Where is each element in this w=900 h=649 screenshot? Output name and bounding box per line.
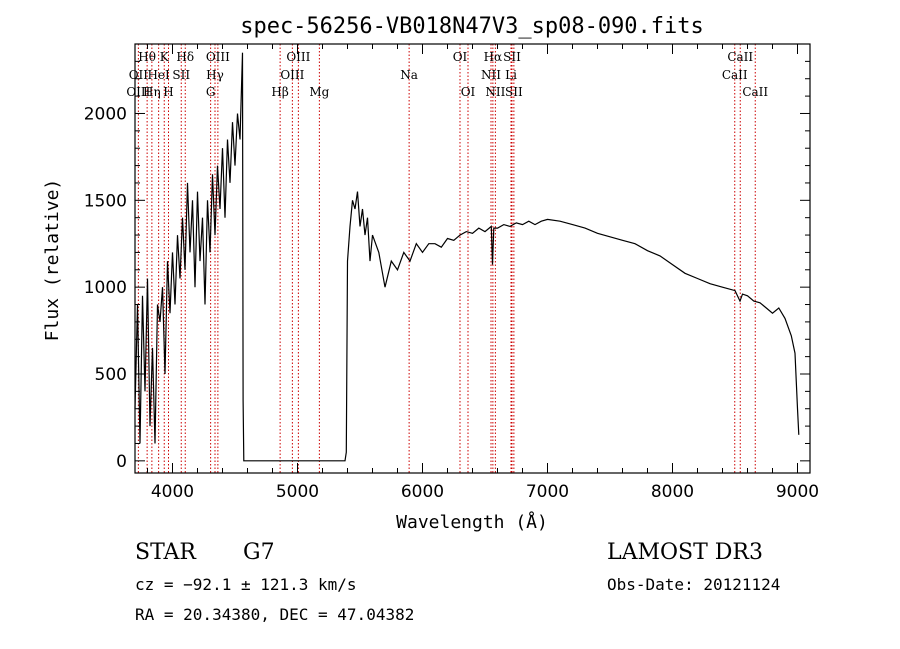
- emission-line-labels: Hθ OII OIII K HeI Hη SII H Hδ OIII Hγ G OIII OIII Hβ Mg…: [126, 50, 768, 99]
- x-tick-label: 8000: [651, 482, 694, 502]
- emission-line-label: Hα: [484, 50, 503, 64]
- y-tick-label: 0: [116, 452, 127, 472]
- emission-line-label: OIII: [286, 50, 310, 64]
- x-tick-label: 5000: [276, 482, 319, 502]
- emission-line-label: Li: [505, 68, 517, 82]
- emission-line-label: Na: [400, 68, 418, 82]
- x-tick-label: 9000: [776, 482, 819, 502]
- y-tick-label: 1000: [84, 278, 127, 298]
- y-tick-label: 2000: [84, 104, 127, 124]
- emission-line-label: SII: [505, 85, 523, 99]
- x-axis-ticks: 4000 5000 6000 7000 8000 9000: [147, 44, 819, 502]
- emission-line-label: Hδ: [176, 50, 194, 64]
- emission-line-label: Hβ: [271, 85, 288, 99]
- spectrum-series-line: [134, 52, 800, 462]
- emission-line-label: OIII: [206, 50, 230, 64]
- emission-line-label: SII: [172, 68, 190, 82]
- y-tick-label: 1500: [84, 191, 127, 211]
- redshift-text: cz = −92.1 ± 121.3 km/s: [135, 575, 357, 594]
- emission-line-label: OIII: [126, 85, 150, 99]
- emission-line-label: OI: [461, 85, 476, 99]
- emission-line-label: OIII: [280, 68, 304, 82]
- survey-name: LAMOST DR3: [607, 540, 763, 565]
- emission-line-label: NII: [485, 85, 505, 99]
- emission-line-label: CaII: [722, 68, 748, 82]
- plot-frame: [134, 43, 811, 474]
- emission-line-label: Hγ: [206, 68, 224, 82]
- y-tick-label: 500: [95, 365, 127, 385]
- emission-line-label: Hθ: [138, 50, 156, 64]
- x-tick-label: 7000: [526, 482, 569, 502]
- y-axis-ticks: 0 500 1000 1500 2000: [84, 43, 810, 472]
- object-subclass: G7: [243, 540, 275, 565]
- emission-line-label: K: [160, 50, 170, 64]
- emission-line-label: G: [206, 85, 216, 99]
- emission-line-label: OII: [129, 68, 149, 82]
- x-tick-label: 6000: [401, 482, 444, 502]
- emission-line-label: Hη: [143, 85, 161, 99]
- object-class: STAR: [135, 540, 197, 565]
- emission-line-markers: [137, 44, 756, 473]
- emission-line-label: SII: [503, 50, 521, 64]
- emission-line-label: CaII: [727, 50, 753, 64]
- emission-line-label: Mg: [309, 85, 329, 99]
- x-axis-label: Wavelength (Å): [396, 511, 548, 533]
- coords-text: RA = 20.34380, DEC = 47.04382: [135, 605, 414, 624]
- emission-line-label: OI: [453, 50, 468, 64]
- emission-line-label: NII: [481, 68, 501, 82]
- obs-date-text: Obs-Date: 20121124: [607, 575, 780, 594]
- y-axis-label: Flux (relative): [42, 179, 63, 342]
- emission-line-label: HeI: [147, 68, 170, 82]
- x-tick-label: 4000: [151, 482, 194, 502]
- chart-title: spec-56256-VB018N47V3_sp08-090.fits: [240, 14, 704, 39]
- emission-line-label: CaII: [742, 85, 768, 99]
- emission-line-label: H: [163, 85, 173, 99]
